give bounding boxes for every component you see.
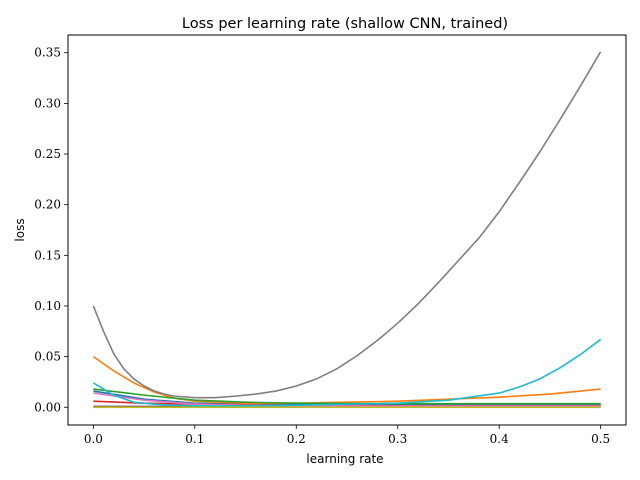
ticks-layer: 0.0 0.1 0.2 0.3 0.4 0.5 0.00 0.05 0.10 0.15 0.20 0.… bbox=[34, 46, 610, 446]
x-axis-label: learning rate bbox=[306, 452, 383, 466]
series-line-3 bbox=[93, 388, 601, 405]
x-tick-label: 0.2 bbox=[287, 432, 306, 446]
series-layer bbox=[92, 51, 602, 409]
y-tick-label: 0.05 bbox=[34, 350, 61, 364]
y-tick-label: 0.15 bbox=[34, 248, 61, 262]
plot-frame bbox=[67, 34, 627, 426]
y-tick-label: 0.30 bbox=[34, 96, 61, 110]
x-tick-label: 0.0 bbox=[84, 432, 103, 446]
y-axis-label: loss bbox=[13, 218, 27, 241]
y-tick-label: 0.10 bbox=[34, 299, 61, 313]
series-line-10 bbox=[92, 338, 602, 407]
chart-title: Loss per learning rate (shallow CNN, tra… bbox=[182, 16, 508, 32]
series-line-8 bbox=[92, 51, 602, 399]
x-tick-label: 0.3 bbox=[388, 432, 407, 446]
y-tick-label: 0.35 bbox=[34, 46, 61, 60]
x-tick-label: 0.1 bbox=[185, 432, 204, 446]
y-tick-label: 0.25 bbox=[34, 147, 61, 161]
x-tick-label: 0.5 bbox=[591, 432, 610, 446]
y-tick-label: 0.20 bbox=[34, 198, 61, 212]
x-tick-label: 0.4 bbox=[490, 432, 509, 446]
y-tick-label: 0.00 bbox=[34, 400, 61, 414]
